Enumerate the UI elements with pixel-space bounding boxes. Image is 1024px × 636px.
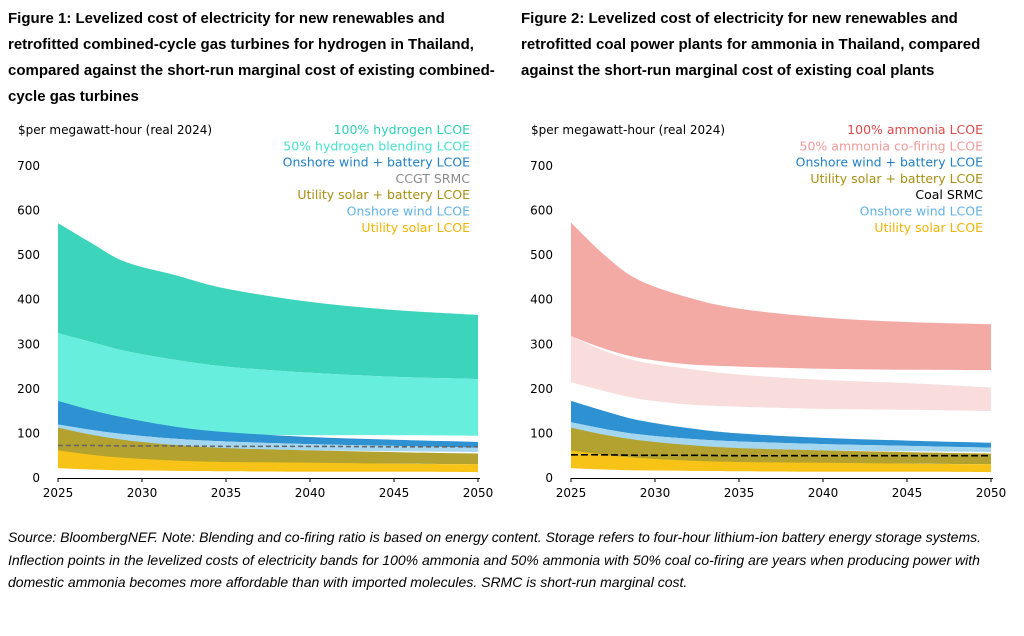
y-tick-label: 700 — [17, 159, 40, 173]
y-tick-label: 300 — [530, 337, 553, 351]
bands — [58, 223, 478, 473]
y-tick-label: 500 — [530, 248, 553, 262]
line-coal-srmc — [570, 453, 991, 457]
y-tick-label: 300 — [17, 337, 40, 351]
legend-entry: Onshore wind LCOE — [347, 204, 470, 219]
x-tick-label: 2025 — [43, 486, 74, 500]
x-tick-label: 2050 — [976, 486, 1007, 500]
band-50-ammonia-co-firing-lcoe — [571, 336, 991, 412]
y-tick-label: 700 — [530, 159, 553, 173]
band-onshore-wind-battery-lcoe — [571, 400, 991, 448]
x-tick-label: 2045 — [379, 486, 410, 500]
x-tick-label: 2030 — [127, 486, 158, 500]
x-tick-label: 2035 — [211, 486, 242, 500]
legend-entry: 100% hydrogen LCOE — [334, 122, 471, 137]
figure-1-chart: $per megawatt-hour (real 2024) 0 100 200 300… — [17, 122, 494, 500]
y-axis-label: $per megawatt-hour (real 2024) — [531, 123, 725, 137]
band-utility-solar-lcoe — [571, 450, 991, 473]
band-100-hydrogen-lcoe — [58, 223, 478, 380]
y-tick-label: 600 — [530, 204, 553, 218]
x-tick-label: 2050 — [463, 486, 494, 500]
x-tick-label: 2040 — [808, 486, 839, 500]
legend-entry: 50% hydrogen blending LCOE — [283, 138, 470, 153]
y-tick-label: 200 — [530, 382, 553, 396]
bands — [571, 222, 991, 473]
legend-entry: Onshore wind + battery LCOE — [283, 155, 470, 170]
band-utility-solar-lcoe — [58, 450, 478, 473]
x-tick-label: 2025 — [556, 486, 587, 500]
y-tick-label: 0 — [545, 471, 553, 485]
x-tick-label: 2035 — [724, 486, 755, 500]
figure-2-title: Figure 2: Levelized cost of electricity … — [521, 10, 981, 79]
legend-entry: Onshore wind LCOE — [860, 204, 983, 219]
line-ccgt-srmc — [57, 444, 479, 448]
x-tick-label: 2030 — [640, 486, 671, 500]
figure-1-title: Figure 1: Levelized cost of electricity … — [8, 10, 495, 105]
legend-entry: Utility solar LCOE — [874, 220, 983, 235]
source-note: Source: BloombergNEF. Note: Blending and… — [8, 529, 981, 590]
band-50-hydrogen-blending-lcoe — [58, 333, 478, 436]
y-tick-label: 100 — [17, 426, 40, 440]
legend-entry: 50% ammonia co-firing LCOE — [800, 138, 984, 153]
legend-entry: Utility solar + battery LCOE — [297, 187, 470, 202]
legend-entry: CCGT SRMC — [396, 171, 471, 186]
figure-1-panel: $per megawatt-hour (real 2024) 0 100 200 300… — [0, 0, 505, 515]
figure-2-panel: $per megawatt-hour (real 2024) 0 100 200 300… — [513, 0, 1018, 515]
y-tick-label: 400 — [530, 293, 553, 307]
band-onshore-wind-battery-lcoe — [58, 400, 478, 448]
legend-entry: Onshore wind + battery LCOE — [796, 155, 983, 170]
band-utility-solar-battery-lcoe — [58, 427, 478, 465]
y-tick-label: 600 — [17, 204, 40, 218]
legend-entry: Utility solar + battery LCOE — [810, 171, 983, 186]
x-tick-label: 2040 — [295, 486, 326, 500]
y-axis-label: $per megawatt-hour (real 2024) — [18, 123, 212, 137]
y-tick-label: 400 — [17, 293, 40, 307]
y-tick-label: 0 — [32, 471, 40, 485]
y-tick-label: 100 — [530, 426, 553, 440]
y-tick-label: 500 — [17, 248, 40, 262]
legend-entry: Coal SRMC — [915, 187, 983, 202]
x-tick-label: 2045 — [892, 486, 923, 500]
band-100-ammonia-lcoe — [571, 222, 991, 371]
legend-entry: Utility solar LCOE — [361, 220, 470, 235]
figure-2-chart: $per megawatt-hour (real 2024) 0 100 200 300… — [530, 122, 1007, 500]
legend-entry: 100% ammonia LCOE — [847, 122, 983, 137]
y-tick-label: 200 — [17, 382, 40, 396]
